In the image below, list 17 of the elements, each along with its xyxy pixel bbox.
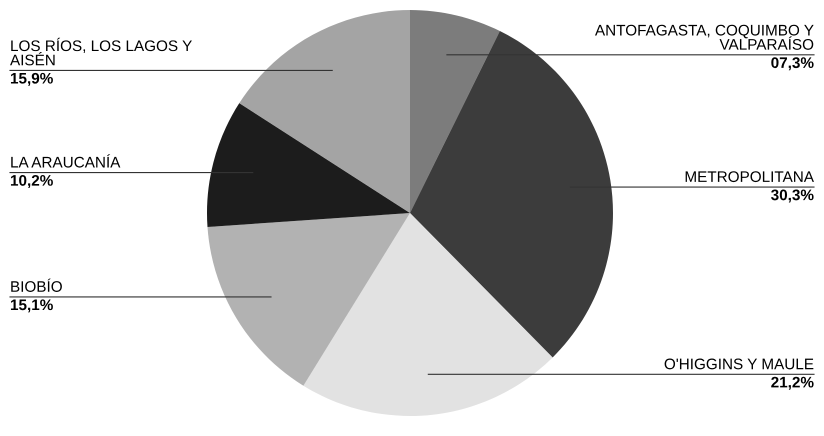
data-label: 30,3% [771,189,814,203]
slice-label: O'HIGGINS Y MAULE [664,358,814,370]
slice-label: LA ARAUCANÍA [11,154,120,168]
data-label: 10,2% [10,175,53,188]
slice-label: METROPOLITANA [686,171,814,182]
slice-label: BIOBÍO [11,278,62,292]
pie-slice [239,10,410,213]
data-label: 15,9% [10,72,53,86]
data-label: 21,2% [771,376,814,390]
slice-label: LOS RÍOS, LOS LAGOS Y AISÉN [10,38,192,66]
slice-label: ANTOFAGASTA, COQUIMBO Y VALPARAÍSO [594,24,814,50]
pie-slice [207,103,410,228]
data-label: 07,3% [771,57,814,70]
data-label: 15,1% [10,299,53,312]
pie-slice [303,213,553,416]
pie-slice [410,10,500,213]
pie-slice [207,213,410,386]
